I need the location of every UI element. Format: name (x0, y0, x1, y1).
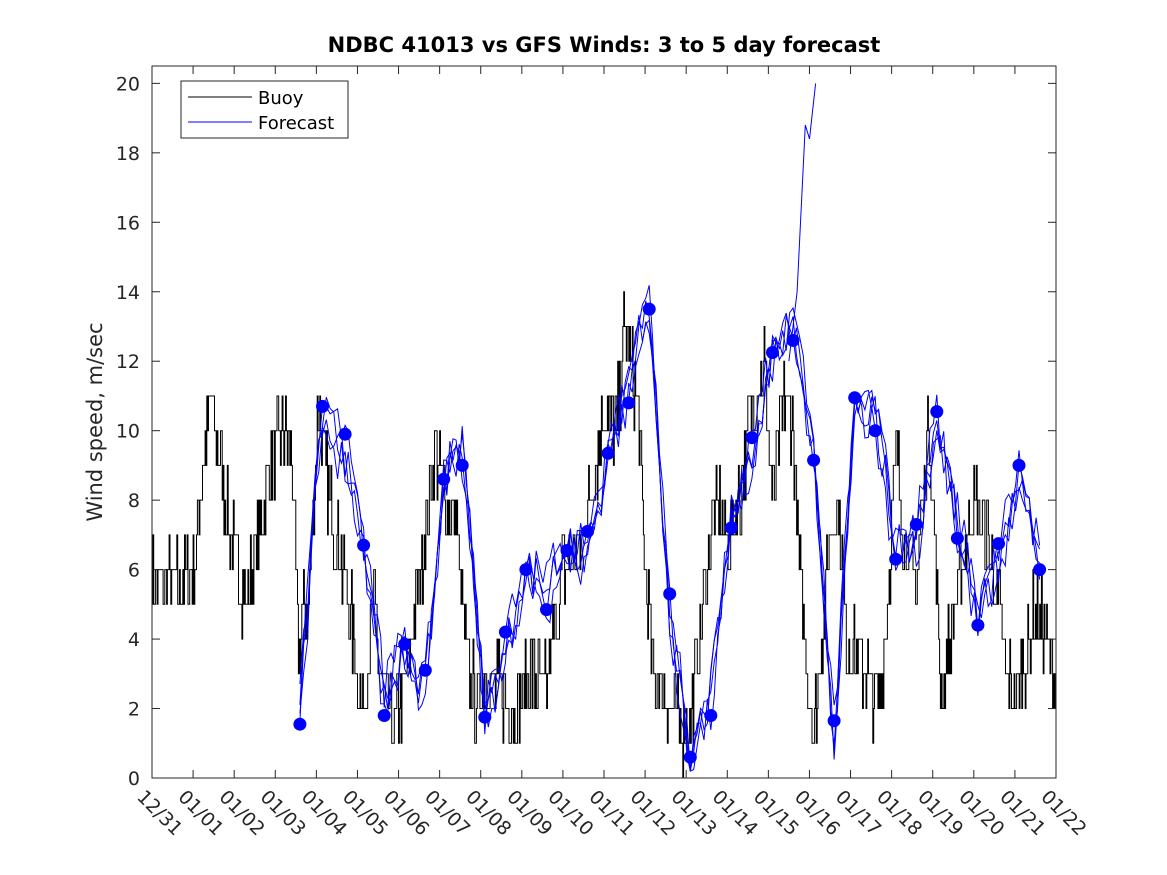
forecast-marker (560, 544, 574, 557)
forecast-marker (338, 427, 352, 441)
y-tick-label: 18 (116, 143, 140, 165)
y-axis: 0 2 4 6 8 10 12 14 16 18 20 (116, 73, 1056, 790)
y-tick-label: 10 (116, 421, 140, 443)
forecast-marker (601, 446, 615, 460)
y-tick-label: 12 (116, 351, 140, 373)
forecast-markers (293, 302, 1047, 764)
forecast-marker (398, 637, 412, 651)
forecast-line (299, 306, 1041, 772)
forecast-marker (377, 709, 391, 722)
forecast-marker (622, 396, 636, 410)
forecast-line (299, 316, 1041, 772)
forecast-marker (478, 710, 492, 724)
forecast-marker (683, 750, 697, 764)
y-tick-label: 8 (128, 490, 140, 512)
axes-background (152, 66, 1056, 778)
legend-box (180, 80, 349, 139)
forecast-marker (724, 521, 738, 535)
forecast-marker (786, 333, 800, 347)
forecast-marker (766, 346, 779, 359)
forecast-marker (950, 531, 964, 545)
forecast-marker (992, 537, 1005, 551)
forecast-marker (1012, 458, 1026, 472)
forecast-marker (827, 714, 841, 728)
forecast-marker (1033, 563, 1047, 577)
forecast-marker (889, 552, 903, 566)
forecast-marker (663, 587, 677, 601)
y-tick-label: 14 (116, 282, 140, 304)
forecast-marker (930, 405, 944, 419)
legend: Buoy Forecast (180, 80, 349, 139)
y-axis-label: Wind speed, m/sec (83, 322, 107, 521)
buoy-line (152, 291, 1057, 779)
y-tick-label: 0 (128, 768, 140, 790)
legend-buoy-label: Buoy (258, 88, 304, 109)
forecast-marker (807, 453, 821, 467)
forecast-marker (293, 717, 307, 731)
forecast-marker (868, 424, 882, 438)
forecast-marker (704, 709, 718, 722)
forecast-marker (581, 524, 595, 538)
buoy-series (152, 291, 1057, 779)
forecast-marker (498, 625, 512, 639)
chart-title: NDBC 41013 vs GFS Winds: 3 to 5 day fore… (328, 33, 881, 57)
forecast-line-peak (788, 83, 817, 362)
forecast-marker (437, 472, 451, 486)
forecast-marker (540, 603, 553, 617)
forecast-marker (455, 458, 469, 472)
forecast-marker (745, 431, 759, 445)
y-tick-label: 6 (128, 560, 140, 582)
y-tick-label: 4 (128, 629, 140, 651)
forecast-marker (519, 563, 533, 577)
forecast-marker (909, 518, 923, 531)
y-tick-label: 2 (128, 699, 140, 721)
forecast-marker (418, 663, 432, 677)
forecast-marker (316, 399, 329, 413)
forecast-marker (848, 391, 862, 405)
legend-forecast-label: Forecast (258, 113, 334, 134)
forecast-marker (357, 538, 371, 552)
forecast-marker (971, 618, 985, 632)
y-tick-label: 16 (116, 212, 140, 234)
y-tick-label: 20 (116, 73, 140, 95)
forecast-marker (642, 302, 656, 316)
